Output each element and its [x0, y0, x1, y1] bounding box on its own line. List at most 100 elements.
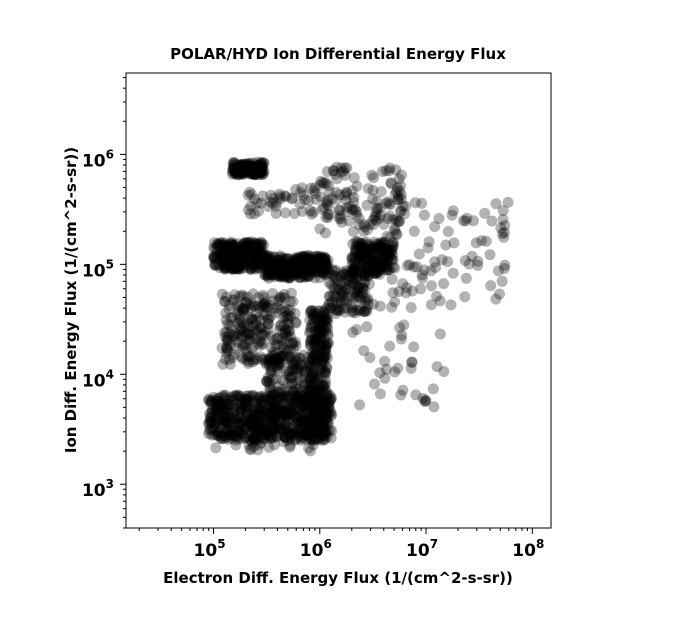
scatter-point — [244, 160, 255, 172]
scatter-point — [261, 252, 272, 264]
scatter-point — [311, 335, 323, 347]
scatter-point — [271, 401, 283, 413]
scatter-point — [307, 397, 319, 409]
scatter-point — [259, 326, 271, 338]
scatter-point — [297, 392, 309, 404]
scatter-point — [386, 253, 398, 265]
scatter-point — [290, 251, 302, 263]
scatter-point — [216, 252, 228, 264]
scatter-point — [228, 255, 239, 267]
scatter-point — [266, 365, 278, 377]
scatter-point — [266, 264, 278, 276]
scatter-point — [308, 381, 320, 393]
scatter-point — [319, 251, 331, 263]
scatter-point — [317, 380, 329, 392]
scatter-point — [231, 169, 243, 181]
scatter-point — [296, 261, 308, 273]
scatter-point — [239, 165, 251, 177]
scatter-point — [317, 430, 329, 442]
scatter-point — [222, 318, 233, 330]
scatter-point — [290, 266, 302, 278]
scatter-point — [219, 262, 231, 273]
scatter-point — [319, 409, 331, 421]
scatter-point — [255, 322, 267, 334]
scatter-point — [271, 354, 283, 366]
scatter-point — [246, 246, 258, 258]
scatter-point — [308, 405, 320, 417]
scatter-point — [243, 299, 255, 310]
scatter-point — [217, 248, 229, 260]
scatter-point — [256, 396, 268, 408]
scatter-point — [255, 248, 267, 260]
scatter-point — [238, 168, 250, 180]
scatter-point — [312, 374, 324, 386]
scatter-point — [219, 260, 231, 272]
scatter-point — [283, 392, 295, 404]
scatter-point — [241, 317, 253, 329]
scatter-point — [308, 254, 320, 266]
scatter-point — [317, 257, 328, 269]
scatter-point — [317, 355, 329, 366]
scatter-point — [217, 255, 229, 266]
scatter-point — [275, 405, 287, 417]
scatter-point — [317, 268, 329, 280]
scatter-point — [359, 245, 371, 257]
scatter-point — [320, 345, 332, 356]
scatter-point — [395, 180, 406, 191]
scatter-point — [428, 401, 440, 413]
scatter-point — [248, 433, 260, 445]
scatter-point — [280, 368, 292, 380]
scatter-point — [363, 278, 375, 290]
scatter-point — [208, 252, 220, 263]
scatter-point — [248, 168, 260, 180]
scatter-point — [290, 336, 301, 348]
scatter-point — [314, 179, 326, 191]
scatter-point — [255, 162, 267, 174]
scatter-point — [240, 354, 252, 366]
scatter-point — [276, 392, 288, 404]
scatter-point — [244, 263, 256, 275]
scatter-point — [238, 252, 250, 264]
scatter-point — [269, 415, 281, 427]
scatter-point — [301, 263, 313, 275]
scatter-point — [255, 164, 267, 176]
scatter-point — [313, 324, 325, 336]
scatter-point — [213, 416, 225, 428]
scatter-point — [299, 401, 311, 412]
scatter-point — [219, 417, 231, 429]
scatter-point — [335, 166, 347, 178]
scatter-point — [369, 236, 381, 248]
scatter-point — [256, 159, 267, 171]
scatter-point — [224, 339, 236, 351]
scatter-point — [335, 162, 347, 174]
scatter-point — [302, 404, 314, 416]
scatter-point — [228, 294, 240, 306]
scatter-point — [265, 427, 277, 438]
scatter-point — [382, 196, 394, 208]
scatter-point — [249, 168, 261, 180]
scatter-point — [265, 310, 277, 322]
scatter-point — [293, 383, 305, 395]
scatter-point — [304, 379, 316, 391]
scatter-point — [296, 413, 308, 425]
scatter-point — [256, 328, 268, 340]
scatter-point — [228, 259, 240, 271]
scatter-point — [226, 429, 238, 441]
scatter-point — [229, 390, 241, 402]
scatter-point — [322, 337, 334, 349]
scatter-point — [316, 434, 328, 446]
scatter-point — [346, 271, 358, 283]
scatter-point — [262, 324, 274, 336]
scatter-point — [255, 416, 267, 427]
scatter-point — [246, 189, 258, 200]
scatter-point — [253, 291, 264, 303]
scatter-point — [239, 159, 251, 170]
scatter-point — [341, 206, 353, 217]
scatter-point — [356, 246, 367, 258]
scatter-point — [271, 414, 283, 426]
scatter-point — [317, 419, 329, 431]
scatter-point — [318, 356, 330, 368]
scatter-point — [295, 253, 307, 265]
scatter-point — [227, 351, 239, 363]
scatter-point — [278, 409, 290, 421]
